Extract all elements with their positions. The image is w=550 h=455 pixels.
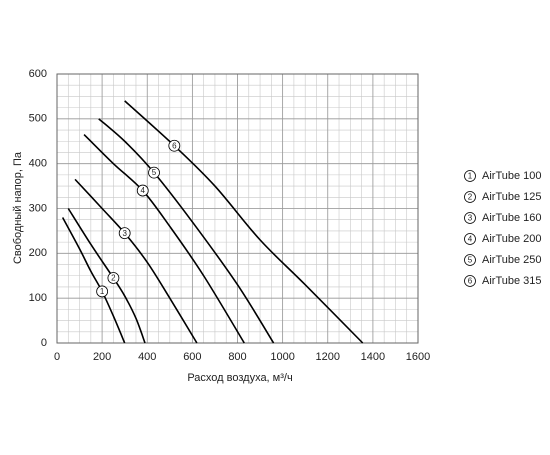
series-line bbox=[98, 118, 275, 344]
legend-marker-circle bbox=[464, 170, 476, 182]
x-tick-label: 600 bbox=[183, 351, 201, 363]
curve-label: 5 bbox=[152, 168, 157, 177]
curve-label-circle bbox=[107, 272, 120, 284]
x-tick-label: 400 bbox=[138, 351, 156, 363]
legend-label: AirTube 250 bbox=[482, 254, 542, 266]
legend-marker-circle bbox=[464, 191, 476, 203]
x-tick-label: 0 bbox=[54, 351, 60, 363]
y-tick-label: 500 bbox=[29, 113, 47, 125]
legend-marker: 2 bbox=[468, 193, 473, 202]
curve-label-circle bbox=[168, 139, 181, 152]
curve-label: 6 bbox=[172, 141, 177, 150]
legend-marker: 4 bbox=[468, 235, 473, 244]
y-tick-label: 600 bbox=[29, 68, 47, 80]
y-tick-label: 300 bbox=[29, 202, 47, 214]
x-tick-label: 800 bbox=[228, 351, 246, 363]
legend-marker: 1 bbox=[468, 172, 473, 181]
curve-label: 2 bbox=[111, 274, 116, 283]
legend-marker: 6 bbox=[468, 277, 473, 286]
series-line bbox=[74, 178, 198, 344]
legend-marker-circle bbox=[464, 233, 476, 245]
x-tick-label: 200 bbox=[93, 351, 111, 363]
y-tick-label: 0 bbox=[41, 337, 47, 349]
curve-label-circle bbox=[96, 285, 109, 298]
legend-label: AirTube 160 bbox=[482, 212, 542, 224]
curve-label-circle bbox=[136, 184, 149, 197]
x-axis-label: Расход воздуха, м³/ч bbox=[187, 372, 292, 384]
y-tick-label: 200 bbox=[29, 247, 47, 259]
y-axis-label: Свободный напор, Па bbox=[12, 151, 24, 264]
x-tick-label: 1600 bbox=[406, 351, 430, 363]
legend-label: AirTube 315 bbox=[482, 275, 542, 287]
legend-marker: 5 bbox=[468, 256, 473, 265]
x-tick-label: 1000 bbox=[270, 351, 294, 363]
legend-label: AirTube 100 bbox=[482, 170, 542, 182]
series-line bbox=[61, 217, 126, 344]
legend-marker-circle bbox=[464, 212, 476, 224]
series-line bbox=[67, 208, 146, 344]
curve-label: 1 bbox=[100, 287, 105, 296]
legend-label: AirTube 200 bbox=[482, 233, 542, 245]
x-tick-label: 1400 bbox=[361, 351, 385, 363]
curve-label-circle bbox=[148, 166, 160, 179]
curve-label: 4 bbox=[141, 186, 146, 195]
x-tick-label: 1200 bbox=[316, 351, 340, 363]
series-line bbox=[83, 133, 245, 344]
legend-marker-circle bbox=[464, 254, 476, 266]
legend-marker-circle bbox=[464, 275, 476, 287]
series-line bbox=[124, 100, 364, 344]
y-tick-label: 100 bbox=[29, 292, 47, 304]
curve-label-circle bbox=[118, 227, 131, 240]
legend-marker: 3 bbox=[468, 214, 473, 223]
plot-frame bbox=[56, 73, 419, 344]
y-tick-label: 400 bbox=[29, 158, 47, 170]
curve-label: 3 bbox=[122, 229, 127, 238]
legend-label: AirTube 125 bbox=[482, 191, 542, 203]
